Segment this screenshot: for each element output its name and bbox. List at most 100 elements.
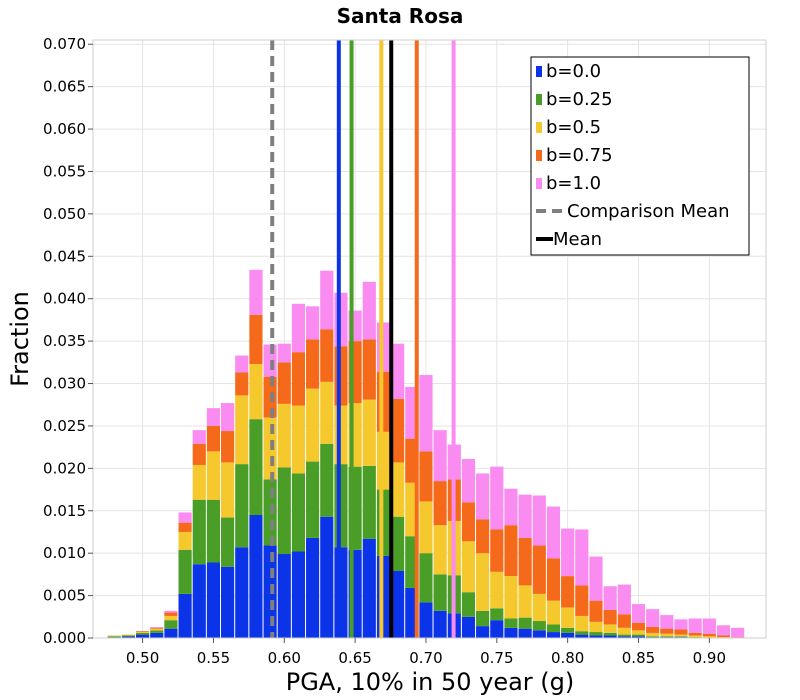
x-tick-label: 0.55 [197, 649, 230, 667]
bar-segment-b-0-0 [376, 555, 391, 638]
bar-segment-b-1-0 [518, 494, 532, 538]
bar-segment-b-0-0 [617, 636, 631, 638]
bar-segment-b-0-25 [249, 419, 263, 516]
bar-segment-b-0-0 [136, 634, 150, 638]
bar-segment-b-1-0 [419, 375, 433, 452]
y-tick-label: 0.015 [43, 502, 86, 520]
bar-segment-b-0-0 [490, 620, 504, 638]
y-tick-label: 0.070 [43, 35, 86, 53]
bar-segment-b-0-0 [150, 632, 164, 638]
bar-segment-b-1-0 [688, 618, 702, 633]
bar-segment-b-1-0 [504, 488, 518, 526]
bar-segment-b-0-0 [121, 636, 136, 638]
bar-segment-b-1-0 [376, 322, 391, 372]
bar-segment-b-0-25 [433, 574, 447, 611]
bar-segment-b-0-5 [419, 501, 433, 554]
bar-segment-b-1-0 [674, 619, 688, 630]
legend-label: b=0.75 [546, 145, 613, 166]
bar-segment-b-1-0 [150, 626, 164, 628]
x-tick-label: 0.80 [551, 649, 584, 667]
bar-segment-b-1-0 [589, 556, 603, 601]
bar-segment-b-1-0 [306, 306, 320, 340]
bar-segment-b-0-0 [306, 537, 320, 638]
bar-segment-b-0-5 [461, 541, 476, 593]
bar-segment-b-0-5 [150, 628, 164, 631]
bar-segment-b-0-5 [376, 431, 391, 490]
legend-label: b=0.5 [546, 117, 601, 138]
bar-segment-b-0-0 [461, 616, 476, 638]
y-tick-label: 0.035 [43, 332, 86, 350]
x-tick-label: 0.70 [409, 649, 442, 667]
bar-segment-b-0-0 [391, 570, 405, 638]
bar-segment-b-0-75 [419, 451, 433, 502]
bar-segment-b-0-5 [546, 600, 561, 625]
bar-segment-b-0-5 [192, 464, 206, 500]
bar-segment-b-0-75 [617, 614, 631, 628]
bar-segment-b-0-0 [277, 554, 291, 638]
bar-segment-b-0-0 [603, 635, 617, 638]
bar-segment-b-0-5 [277, 403, 291, 468]
bar-segment-b-0-5 [107, 635, 121, 637]
bar-segment-b-0-5 [362, 399, 376, 466]
y-axis-title: Fraction [6, 291, 34, 387]
bar-segment-b-0-75 [546, 558, 561, 601]
bar-segment-b-0-5 [334, 405, 348, 465]
bar-segment-b-0-0 [546, 632, 561, 638]
x-tick-label: 0.50 [126, 649, 159, 667]
bar-segment-b-1-0 [334, 292, 348, 347]
bar-segment-b-0-25 [164, 620, 178, 629]
bar-segment-b-0-75 [136, 631, 150, 633]
y-tick-label: 0.045 [43, 247, 86, 265]
bar-segment-b-1-0 [716, 625, 731, 636]
bar-segment-b-0-5 [320, 381, 334, 444]
bar-segment-b-0-5 [589, 621, 603, 633]
x-tick-label: 0.90 [693, 649, 726, 667]
bar-segment-b-0-75 [631, 622, 646, 631]
bar-segment-b-0-0 [419, 602, 433, 638]
bar-segment-b-1-0 [433, 430, 447, 482]
bar-segment-b-0-25 [646, 636, 660, 638]
bar-segment-b-0-75 [461, 502, 476, 542]
bar-segment-b-0-75 [306, 339, 320, 389]
bar-segment-b-0-25 [221, 517, 235, 567]
bar-segment-b-0-25 [235, 464, 249, 548]
bar-segment-b-0-0 [235, 547, 249, 638]
bar-segment-b-0-0 [263, 545, 277, 638]
bar-segment-b-0-0 [291, 551, 306, 638]
bar-segment-b-0-0 [504, 627, 518, 638]
bar-segment-b-1-0 [320, 270, 334, 330]
bar-segment-b-0-0 [362, 538, 376, 638]
legend-label: Comparison Mean [567, 201, 730, 222]
bar-segment-b-0-75 [249, 314, 263, 365]
chart-title: Santa Rosa [337, 4, 464, 28]
bar-segment-b-0-5 [178, 531, 192, 550]
bar-segment-b-1-0 [235, 355, 249, 373]
bar-segment-b-0-5 [702, 636, 716, 638]
bar-segment-b-1-0 [291, 303, 306, 353]
bar-segment-b-0-75 [391, 398, 405, 463]
bar-segment-b-1-0 [546, 506, 561, 559]
bar-segment-b-0-5 [504, 576, 518, 619]
bar-segment-b-1-0 [702, 618, 716, 634]
bar-segment-b-0-25 [121, 635, 136, 637]
bar-segment-b-0-0 [589, 635, 603, 638]
legend-box [530, 56, 750, 256]
bar-segment-b-0-0 [206, 562, 221, 638]
bar-segment-b-0-0 [532, 630, 546, 638]
bar-segment-b-0-25 [674, 636, 688, 638]
bar-segment-b-0-5 [603, 624, 617, 633]
bar-segment-b-0-75 [518, 537, 532, 586]
bar-segment-b-1-0 [221, 403, 235, 432]
y-tick-label: 0.040 [43, 290, 86, 308]
bar-segment-b-0-75 [490, 529, 504, 572]
legend-swatch [536, 150, 542, 161]
bar-segment-b-0-5 [306, 388, 320, 462]
bar-segment-b-0-25 [320, 443, 334, 517]
bar-segment-b-0-25 [192, 499, 206, 565]
bar-segment-b-0-5 [674, 634, 688, 637]
bar-segment-b-1-0 [617, 584, 631, 615]
legend-label: b=0.25 [546, 89, 613, 110]
bar-segment-b-0-5 [617, 627, 631, 635]
bar-segment-b-0-25 [575, 631, 589, 635]
